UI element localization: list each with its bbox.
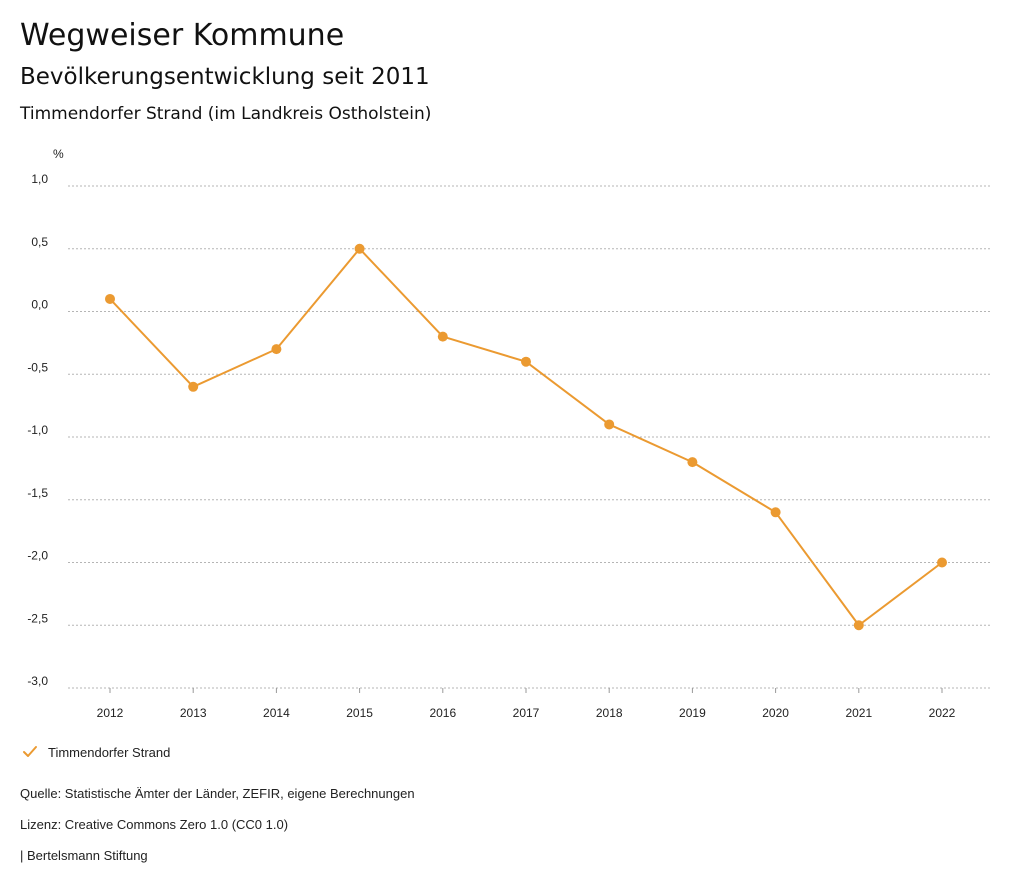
data-point[interactable] — [770, 507, 781, 518]
source-note: Quelle: Statistische Ämter der Länder, Z… — [20, 786, 415, 801]
data-point[interactable] — [604, 419, 615, 430]
y-tick-label: -2,5 — [27, 611, 48, 625]
y-axis-unit-label: % — [53, 147, 64, 161]
data-point[interactable] — [937, 557, 947, 568]
chart-grid — [68, 185, 990, 689]
x-tick-label: 2012 — [97, 706, 124, 720]
x-tick-label: 2016 — [429, 706, 456, 720]
x-tick-label: 2018 — [596, 706, 623, 720]
data-point[interactable] — [188, 381, 199, 392]
x-tick-label: 2019 — [679, 706, 706, 720]
y-tick-label: -1,5 — [27, 486, 48, 500]
y-tick-label: -3,0 — [27, 674, 48, 688]
license-note: Lizenz: Creative Commons Zero 1.0 (CC0 1… — [20, 817, 289, 832]
x-tick-label: 2015 — [346, 706, 373, 720]
y-tick-label: -1,0 — [27, 423, 48, 437]
data-point[interactable] — [521, 356, 531, 367]
y-axis-ticks: 1,0 0,5 0,0 -0,5 -1,0 -1,5 -2,0 -2,5 -3,0 — [27, 172, 48, 688]
x-axis-ticks: 2012 2013 2014 2015 2016 2017 2018 2019 2020 2021… — [97, 688, 956, 720]
chart-subtitle: Bevölkerungsentwicklung seit 2011 — [20, 64, 430, 90]
y-tick-label: -2,0 — [27, 549, 48, 563]
y-tick-label: -0,5 — [27, 360, 48, 374]
y-tick-label: 0,5 — [31, 235, 48, 249]
data-point[interactable] — [687, 457, 698, 468]
data-point[interactable] — [354, 243, 365, 254]
line-chart: % 1,0 0,5 0,0 -0,5 -1,0 -1,5 -2,0 -2,5 -3,0 2012… — [27, 147, 990, 720]
y-tick-label: 1,0 — [31, 172, 48, 186]
series-group — [105, 243, 947, 631]
x-tick-label: 2020 — [762, 706, 789, 720]
data-point[interactable] — [853, 620, 864, 631]
chart-region-label: Timmendorfer Strand (im Landkreis Osthol… — [20, 104, 432, 124]
x-tick-label: 2017 — [513, 706, 540, 720]
x-tick-label: 2014 — [263, 706, 290, 720]
data-point[interactable] — [437, 331, 448, 342]
data-point[interactable] — [105, 293, 115, 304]
data-point[interactable] — [271, 344, 282, 355]
x-tick-label: 2022 — [929, 706, 956, 720]
page-title: Wegweiser Kommune — [20, 18, 345, 53]
publisher-note: | Bertelsmann Stiftung — [20, 848, 148, 863]
x-tick-label: 2013 — [180, 706, 207, 720]
legend-label: Timmendorfer Strand — [48, 744, 171, 760]
chart-legend[interactable]: Timmendorfer Strand — [22, 744, 170, 760]
y-tick-label: 0,0 — [31, 298, 48, 312]
x-tick-label: 2021 — [845, 706, 872, 720]
check-icon — [22, 744, 38, 760]
